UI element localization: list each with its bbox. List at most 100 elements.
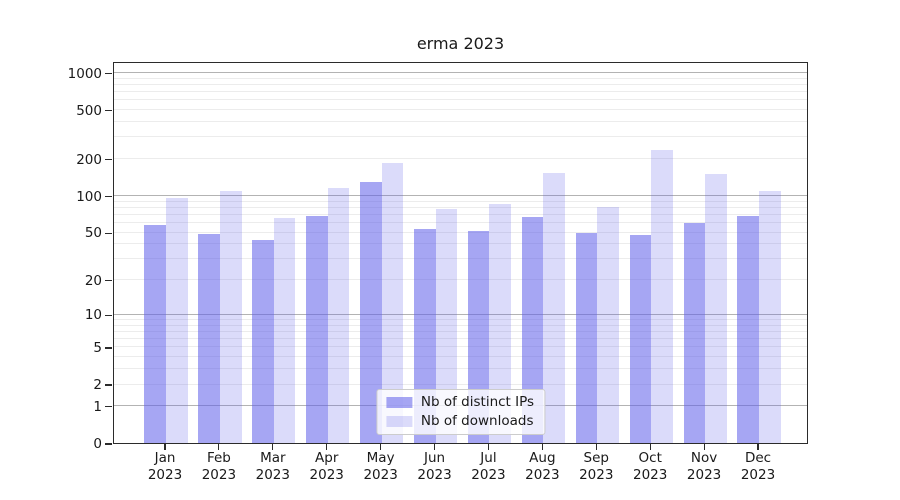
bars-layer [114,63,807,443]
x-tick-mark [272,444,274,450]
bar-ips-mar [252,240,274,443]
gridline-minor [114,99,807,101]
y-tick-label: 20 [84,272,102,289]
y-tick-label: 5 [93,339,102,356]
x-tick-label: Oct 2023 [633,450,668,483]
gridline-minor [114,77,807,79]
y-tick-mark [105,159,112,161]
y-tick-label: 200 [76,151,102,168]
bar-downloads-feb [219,190,242,443]
bar-ips-nov [683,223,706,443]
x-tick-mark [218,444,220,450]
y-tick-label: 10 [84,307,102,324]
gridline-minor [114,324,807,326]
bar-ips-apr [306,215,328,443]
bar-ips-sep [575,233,598,443]
gridline-minor [114,109,807,111]
y-tick-label: 2 [93,377,102,394]
bar-downloads-dec [759,190,781,443]
y-tick-label: 1000 [67,65,102,82]
bar-downloads-nov [705,174,727,443]
y-tick-label: 1 [93,398,102,415]
bar-downloads-mar [273,217,296,443]
x-tick-label: Aug 2023 [525,450,560,483]
x-tick-label: Sep 2023 [579,450,614,483]
y-tick-mark [105,443,112,445]
y-tick-mark [105,195,112,198]
x-tick-mark [595,444,597,450]
x-tick-mark [541,444,543,450]
x-tick-label: Feb 2023 [201,450,237,483]
gridline-minor [114,213,807,215]
y-tick-mark [105,72,112,75]
bar-downloads-jan [166,197,188,443]
x-tick-label: Dec 2023 [740,450,776,483]
gridline-major [114,195,807,197]
bar-ips-dec [737,215,759,443]
bar-ips-aug [521,216,544,443]
gridline-minor [114,231,807,233]
bar-ips-oct [629,235,652,443]
x-tick-mark [757,444,759,450]
gridline-minor [114,319,807,321]
bar-downloads-jun [435,209,458,443]
y-tick-mark [105,384,112,386]
gridline-minor [114,136,807,138]
gridline-minor [114,206,807,208]
bar-downloads-sep [597,207,619,443]
gridline-major [114,72,807,74]
y-tick-mark [105,232,112,234]
y-tick-label: 500 [76,102,102,119]
gridline-minor [114,121,807,123]
y-tick-label: 100 [76,188,102,205]
legend-row-downloads: Nb of downloads [385,413,534,429]
x-tick-label: Apr 2023 [309,450,344,483]
gridline-major [114,313,807,315]
gridline-minor [114,158,807,160]
bar-ips-may [360,182,382,443]
chart-title: erma 2023 [416,34,505,53]
x-tick-mark [487,444,490,450]
gridline-minor [114,338,807,340]
gridline-minor [114,200,807,202]
bar-ips-feb [198,234,220,443]
x-tick-label: Nov 2023 [686,450,722,483]
gridline-minor [114,368,807,370]
x-tick-label: Jan 2023 [147,450,183,483]
x-tick-label: Mar 2023 [255,450,290,483]
y-tick-mark [105,110,112,112]
gridline-minor [114,222,807,224]
y-tick-mark [105,347,112,349]
x-tick-mark [703,444,705,450]
y-tick-mark [105,314,112,316]
bar-downloads-apr [327,187,350,443]
legend-row-ips: Nb of distinct IPs [385,395,534,410]
bar-downloads-oct [651,150,673,443]
bar-downloads-may [381,163,404,443]
y-tick-mark [105,280,112,282]
x-tick-label: Jun 2023 [417,450,452,483]
bar-downloads-aug [543,173,565,443]
x-tick-mark [649,444,651,450]
bar-downloads-jul [489,204,512,443]
gridline-minor [114,83,807,85]
gridline-minor [114,331,807,332]
gridline-minor [114,243,807,245]
x-tick-mark [326,444,328,450]
plot-area: Nb of distinct IPs Nb of downloads [113,62,808,444]
x-tick-mark [433,444,436,450]
y-tick-mark [105,406,112,408]
y-tick-label: 0 [93,436,102,452]
gridline-minor [114,383,807,385]
gridline-minor [114,346,807,348]
gridline-minor [114,258,807,260]
x-tick-mark [380,444,382,450]
legend-label-downloads: Nb of downloads [420,413,534,429]
x-tick-mark [164,444,166,450]
legend-swatch-ips [385,397,412,408]
bar-ips-jan [144,225,166,443]
legend-swatch-downloads [385,416,412,427]
y-tick-label: 50 [84,225,102,242]
gridline-minor [114,279,807,281]
